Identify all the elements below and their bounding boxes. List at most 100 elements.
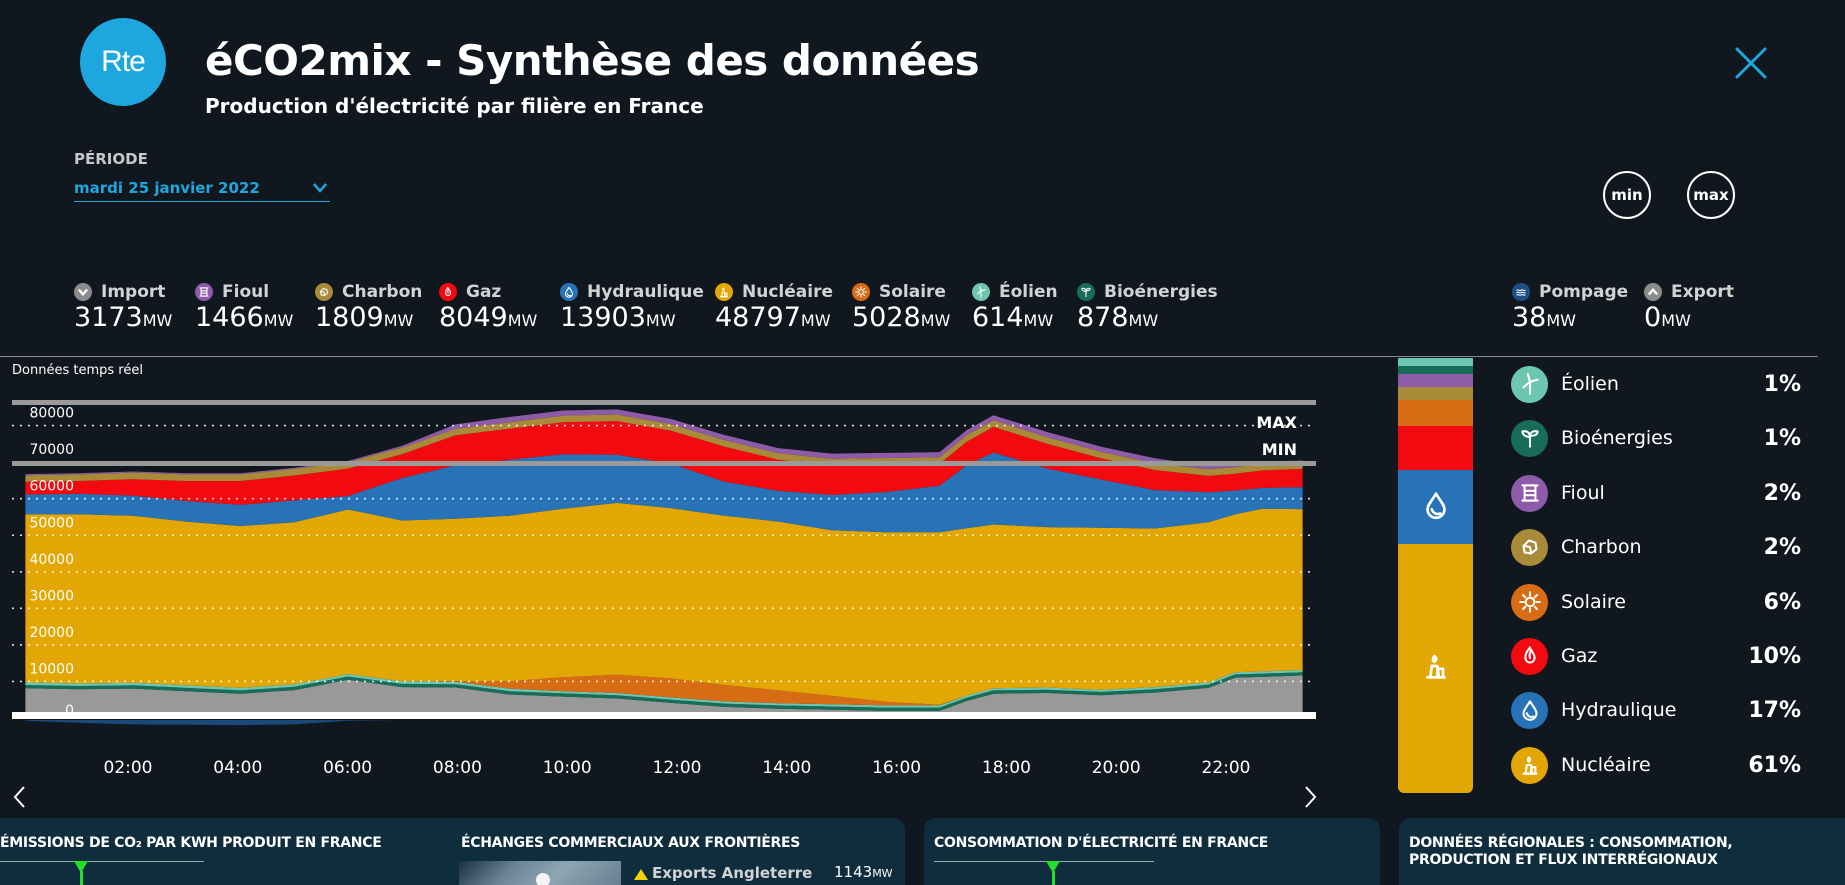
card-consumption[interactable]: CONSOMMATION D'ÉLECTRICITÉ EN FRANCE bbox=[924, 818, 1380, 885]
share-percent: 2% bbox=[1763, 480, 1801, 506]
legend-unit: MW bbox=[142, 311, 173, 330]
x-tick-label: 14:00 bbox=[762, 758, 811, 778]
x-tick-label: 10:00 bbox=[543, 758, 592, 778]
legend-item-bioenergies[interactable]: Bioénergies 878MW bbox=[1077, 282, 1218, 336]
wind-turbine-icon bbox=[972, 283, 990, 301]
y-tick-label: 50000 bbox=[29, 515, 74, 531]
chevron-left-icon bbox=[13, 786, 25, 808]
legend-value: 614 bbox=[972, 302, 1024, 333]
share-row[interactable]: Hydraulique 17% bbox=[1511, 691, 1801, 729]
legend-item-fioul[interactable]: Fioul 1466MW bbox=[195, 282, 293, 336]
area-nucleaire bbox=[25, 502, 1303, 705]
share-stacked-bar bbox=[1398, 358, 1473, 793]
share-segment-solaire[interactable] bbox=[1398, 400, 1473, 427]
legend-label: Pompage bbox=[1539, 282, 1629, 302]
page-title: éCO2mix - Synthèse des données bbox=[205, 36, 980, 85]
share-name: Hydraulique bbox=[1561, 699, 1677, 721]
periode-dropdown[interactable]: mardi 25 janvier 2022 bbox=[74, 174, 330, 202]
share-segment-gaz[interactable] bbox=[1398, 426, 1473, 470]
legend-item-eolien[interactable]: Éolien 614MW bbox=[972, 282, 1058, 336]
y-tick-label: 60000 bbox=[29, 479, 74, 495]
share-segment-charbon[interactable] bbox=[1398, 387, 1473, 400]
legend-value: 1466 bbox=[195, 302, 264, 333]
card-exchanges[interactable]: ÉCHANGES COMMERCIAUX AUX FRONTIÈRES Expo… bbox=[449, 818, 905, 885]
water-drop-icon bbox=[560, 283, 578, 301]
coal-icon bbox=[315, 283, 333, 301]
area-gaz bbox=[25, 421, 1303, 505]
legend-item-export[interactable]: Export 0MW bbox=[1644, 282, 1734, 336]
sprout-icon bbox=[1077, 283, 1095, 301]
legend-item-hydraulique[interactable]: Hydraulique 13903MW bbox=[560, 282, 704, 336]
max-button[interactable]: max bbox=[1687, 171, 1735, 219]
share-row[interactable]: Nucléaire 61% bbox=[1511, 746, 1801, 784]
arrow-up-icon bbox=[634, 869, 648, 880]
flame-icon bbox=[439, 283, 457, 301]
water-drop-icon bbox=[1511, 691, 1548, 729]
share-row[interactable]: Solaire 6% bbox=[1511, 583, 1801, 621]
card-title: ÉCHANGES COMMERCIAUX AUX FRONTIÈRES bbox=[461, 835, 801, 851]
exchanges-map bbox=[459, 861, 621, 885]
barrel-icon bbox=[1511, 474, 1548, 512]
share-segment-bioenergies[interactable] bbox=[1398, 366, 1473, 374]
legend-value: 48797 bbox=[715, 302, 801, 333]
legend-unit: MW bbox=[800, 311, 831, 330]
share-name: Nucléaire bbox=[1561, 754, 1651, 776]
close-icon bbox=[1735, 47, 1767, 79]
share-name: Bioénergies bbox=[1561, 427, 1673, 449]
legend-unit: MW bbox=[383, 311, 414, 330]
x-tick-label: 02:00 bbox=[104, 758, 153, 778]
realtime-label: Données temps réel bbox=[12, 363, 143, 378]
legend-item-solaire[interactable]: Solaire 5028MW bbox=[852, 282, 950, 336]
share-name: Solaire bbox=[1561, 591, 1626, 613]
area-fioul bbox=[25, 409, 1303, 476]
legend-unit: MW bbox=[645, 311, 676, 330]
area-bioenergies bbox=[25, 672, 1303, 711]
rte-logo[interactable]: Rte bbox=[80, 18, 166, 106]
share-row[interactable]: Bioénergies 1% bbox=[1511, 419, 1801, 457]
close-button[interactable] bbox=[1734, 46, 1768, 80]
legend-item-import[interactable]: Import 3173MW bbox=[74, 282, 172, 336]
area-solaire bbox=[25, 670, 1303, 706]
share-percent: 61% bbox=[1748, 752, 1801, 778]
share-name: Gaz bbox=[1561, 645, 1598, 667]
legend-value: 8049 bbox=[439, 302, 508, 333]
periode-value: mardi 25 janvier 2022 bbox=[74, 178, 260, 197]
share-segment-nucleaire[interactable] bbox=[1398, 543, 1473, 793]
legend-item-pompage[interactable]: Pompage 38MW bbox=[1512, 282, 1628, 336]
production-chart[interactable]: 0 10000 20000 30000 40000 50000 60000 70000 8000… bbox=[0, 390, 1330, 785]
share-segment-hydraulique[interactable] bbox=[1398, 469, 1473, 544]
legend-unit: MW bbox=[1023, 311, 1054, 330]
share-percent: 1% bbox=[1763, 425, 1801, 451]
x-tick-label: 18:00 bbox=[982, 758, 1031, 778]
legend-label: Export bbox=[1671, 282, 1734, 302]
reference-line-min bbox=[12, 461, 1316, 466]
share-row[interactable]: Éolien 1% bbox=[1511, 365, 1801, 403]
legend-item-gaz[interactable]: Gaz 8049MW bbox=[439, 282, 537, 336]
previous-day-button[interactable] bbox=[10, 784, 30, 810]
share-name: Éolien bbox=[1561, 373, 1619, 395]
area-import bbox=[25, 675, 1303, 712]
legend-value: 878 bbox=[1077, 302, 1129, 333]
legend-unit: MW bbox=[1546, 311, 1576, 330]
area-pompage bbox=[25, 720, 1303, 726]
barrel-icon bbox=[195, 283, 213, 301]
card-title: ÉMISSIONS DE CO₂ PAR KWH PRODUIT EN FRAN… bbox=[0, 835, 382, 851]
share-segment-fioul[interactable] bbox=[1398, 374, 1473, 387]
card-co2-emissions[interactable]: ÉMISSIONS DE CO₂ PAR KWH PRODUIT EN FRAN… bbox=[0, 818, 464, 885]
chevron-down-icon bbox=[313, 182, 327, 193]
gauge-marker-icon bbox=[74, 861, 88, 885]
share-segment-eolien[interactable] bbox=[1398, 358, 1473, 366]
legend-label: Nucléaire bbox=[742, 282, 833, 302]
legend-item-nucleaire[interactable]: Nucléaire 48797MW bbox=[715, 282, 833, 336]
card-regional-data[interactable]: DONNÉES RÉGIONALES : CONSOMMATION, PRODU… bbox=[1399, 818, 1845, 885]
legend-unit: MW bbox=[920, 311, 951, 330]
legend-item-charbon[interactable]: Charbon 1809MW bbox=[315, 282, 422, 336]
share-row[interactable]: Fioul 2% bbox=[1511, 474, 1801, 512]
share-row[interactable]: Charbon 2% bbox=[1511, 528, 1801, 566]
share-row[interactable]: Gaz 10% bbox=[1511, 637, 1801, 675]
next-day-button[interactable] bbox=[1300, 784, 1320, 810]
min-button[interactable]: min bbox=[1603, 171, 1651, 219]
legend-unit: MW bbox=[1128, 311, 1159, 330]
card-title: DONNÉES RÉGIONALES : CONSOMMATION, PRODU… bbox=[1409, 835, 1733, 868]
reference-label-max: MAX bbox=[1256, 413, 1297, 432]
